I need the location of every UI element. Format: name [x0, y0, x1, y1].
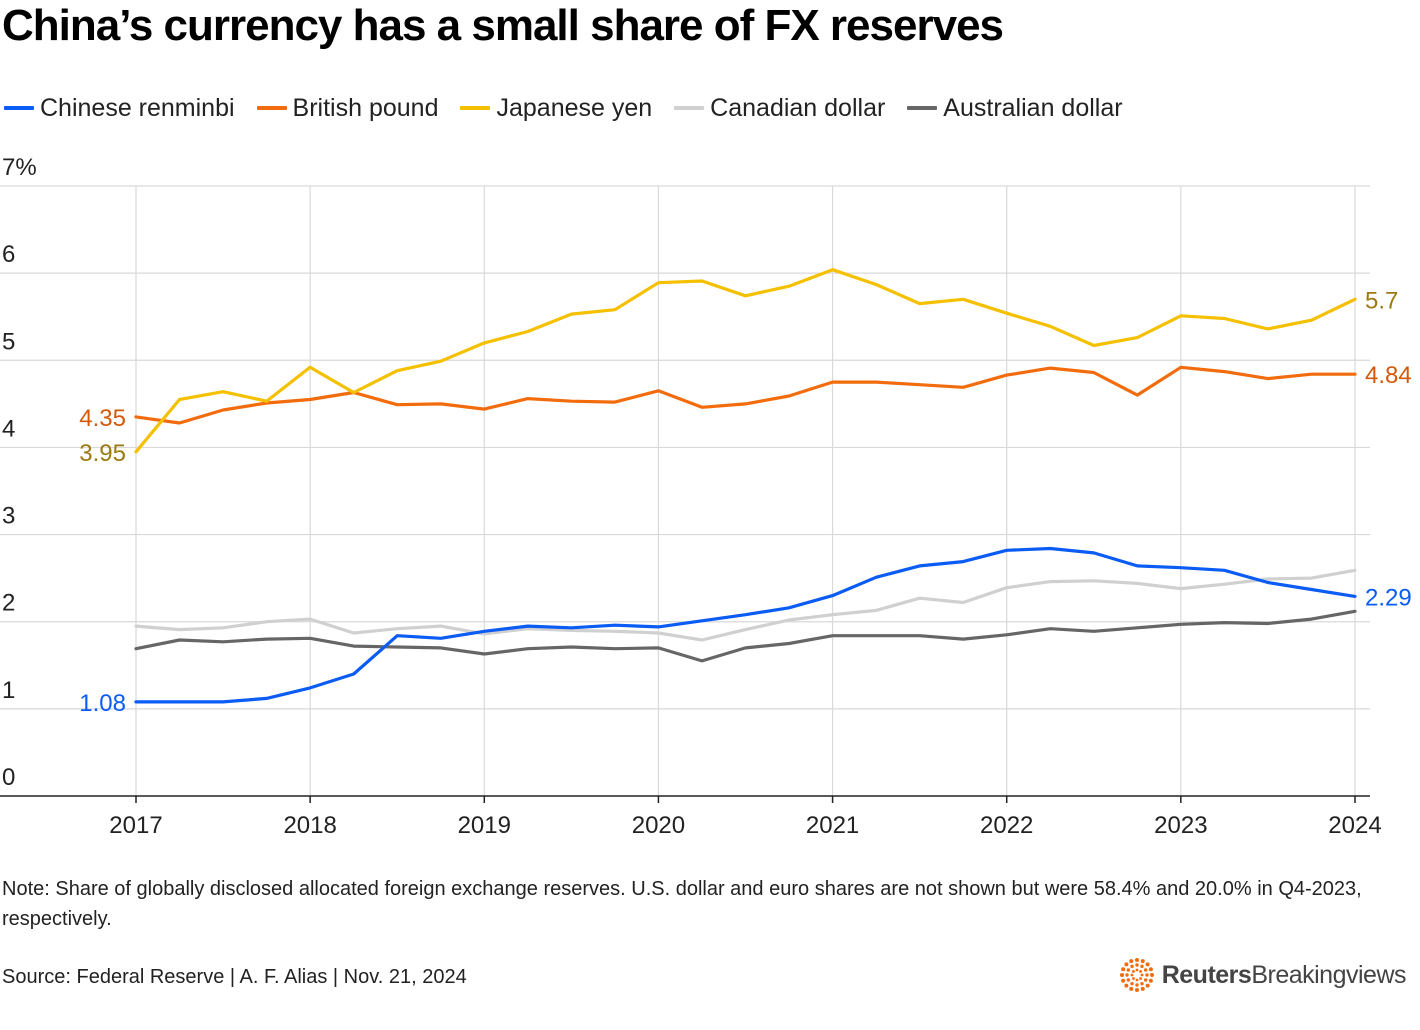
data-label-start: 3.95 [79, 440, 126, 467]
logo-dot [1134, 988, 1139, 992]
x-tick-label: 2020 [632, 812, 685, 839]
logo-product: Breakingviews [1251, 960, 1406, 989]
logo-dot [1119, 973, 1124, 977]
legend-label: Australian dollar [943, 93, 1123, 122]
reuters-dots-icon [1119, 958, 1154, 992]
legend-item: Canadian dollar [674, 94, 885, 123]
logo-dot [1120, 967, 1125, 972]
legend-label: Canadian dollar [710, 93, 886, 122]
logo-dot [1130, 973, 1134, 977]
logo-dot [1124, 983, 1129, 988]
x-tick-label: 2018 [283, 812, 336, 839]
data-label-start: 4.35 [79, 405, 126, 432]
series-line-chinese-renminbi [134, 546, 1357, 704]
logo-dot [1126, 968, 1130, 972]
x-tick-label: 2021 [806, 812, 859, 839]
legend-item: Chinese renminbi [4, 94, 235, 123]
legend-swatch [907, 106, 938, 110]
logo-dot [1148, 978, 1153, 983]
legend-swatch [674, 106, 705, 110]
logo-dot [1135, 968, 1139, 972]
legend: Chinese renminbi British pound Japanese ye… [4, 90, 1145, 126]
y-tick-label: 2 [2, 590, 15, 617]
logo-dot [1149, 973, 1154, 977]
series-line-japanese-yen [134, 268, 1357, 454]
y-tick-label-top: 7% [2, 154, 37, 181]
logo-dot [1125, 973, 1129, 977]
y-tick-label: 6 [2, 241, 15, 268]
logo-dot [1130, 964, 1134, 969]
logo-dot [1135, 963, 1139, 967]
series-line-canadian-dollar [134, 568, 1357, 642]
logo-dot [1140, 964, 1144, 969]
logo-dot [1145, 962, 1150, 967]
logo-dot [1135, 983, 1139, 987]
logo-dot [1128, 986, 1133, 991]
logo-dot [1145, 983, 1150, 988]
legend-swatch [256, 106, 287, 110]
logo-dot [1124, 962, 1129, 967]
logo-dot [1143, 978, 1148, 982]
data-label-end: 5.7 [1365, 287, 1398, 314]
logo-dot [1140, 986, 1145, 991]
data-label-end: 2.29 [1365, 584, 1412, 611]
x-tick-label: 2024 [1328, 812, 1381, 839]
logo-dot [1145, 973, 1149, 977]
legend-label: Japanese yen [496, 93, 653, 122]
logo-brand: Reuters [1161, 960, 1252, 989]
x-tick-label: 2023 [1154, 812, 1207, 839]
logo-dot [1140, 959, 1145, 964]
logo-dot [1126, 978, 1130, 982]
reuters-breakingviews-logo: ReutersBreakingviews [1119, 958, 1406, 992]
y-tick-label: 4 [2, 415, 15, 442]
chart-title: China’s currency has a small share of FX… [2, 1, 1004, 50]
y-tick-label: 3 [2, 503, 15, 530]
logo-dot [1138, 970, 1142, 973]
x-tick-label: 2017 [109, 812, 162, 839]
logo-dot [1131, 977, 1135, 980]
logo-dot [1138, 977, 1142, 980]
legend-label: Chinese renminbi [40, 93, 235, 122]
series-line-australian-dollar [134, 609, 1357, 663]
logo-dot [1130, 981, 1134, 986]
x-tick-label: 2022 [980, 812, 1033, 839]
logo-dot [1128, 959, 1133, 964]
line-chart: 2017 2018 2019 2020 2021 2022 2023 2024 0 1 2 3 4 5 6 7… [0, 154, 1412, 839]
logo-dot [1143, 968, 1148, 972]
y-tick-label: 0 [2, 764, 15, 791]
logo-dot [1120, 978, 1125, 983]
x-tick-label: 2019 [458, 812, 511, 839]
y-tick-label: 5 [2, 328, 15, 355]
logo-dot [1140, 973, 1144, 977]
logo-dot [1131, 970, 1135, 973]
data-label-end: 4.84 [1365, 362, 1412, 389]
legend-swatch [4, 106, 34, 110]
logo-dot [1148, 967, 1153, 972]
legend-item: Australian dollar [907, 93, 1123, 123]
legend-swatch [460, 106, 491, 110]
source-line: Source: Federal Reserve | A. F. Alias | … [2, 966, 467, 988]
data-label-start: 1.08 [79, 690, 126, 717]
logo-dot [1134, 958, 1139, 962]
chart-note: Note: Share of globally disclosed alloca… [2, 878, 1362, 930]
logo-dot [1140, 981, 1144, 986]
series-line-british-pound [134, 365, 1357, 425]
logo-dot [1135, 978, 1139, 982]
legend-item: British pound [256, 93, 439, 123]
y-tick-label: 1 [2, 677, 15, 704]
legend-label: British pound [292, 93, 439, 122]
legend-item: Japanese yen [460, 94, 652, 123]
